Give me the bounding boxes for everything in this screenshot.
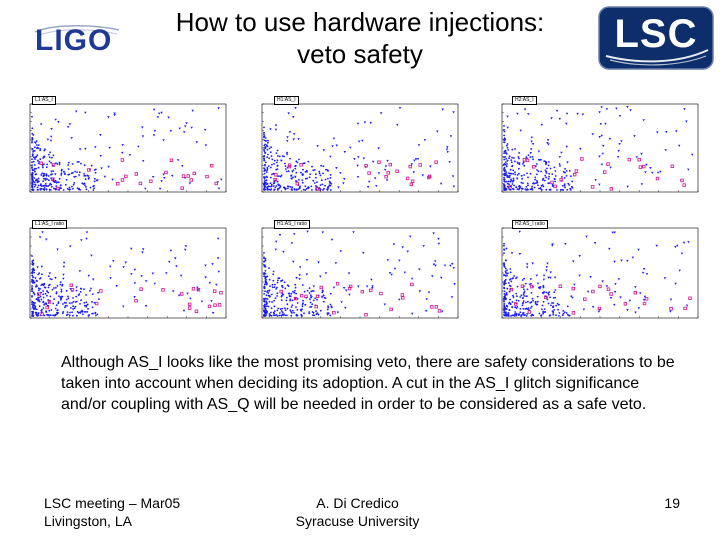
scatter-plot-graphic <box>501 103 699 193</box>
plot-label: H1:AS_I <box>274 96 299 105</box>
footer-meeting-name: LSC meeting – Mar05 <box>44 495 181 511</box>
scatter-plot-graphic <box>29 227 227 319</box>
footer-meeting-location: Livingston, LA <box>44 513 132 529</box>
footer-meeting-info: LSC meeting – Mar05 Livingston, LA <box>44 494 180 530</box>
lsc-logo-text: LSC <box>614 12 698 56</box>
plot-label: H2:AS_I <box>512 96 537 105</box>
scatter-plot-l1-as-i-ratio: L1:AS_I ratio <box>14 220 232 330</box>
scatter-plot-h1-as-i: H1:AS_I <box>246 96 464 206</box>
plot-label: H2:AS_I ratio <box>512 220 548 229</box>
scatter-plot-l1-as-i: L1:AS_I <box>14 96 232 206</box>
footer-author-affiliation: Syracuse University <box>295 513 420 529</box>
body-paragraph: Although AS_I looks like the most promis… <box>61 354 675 413</box>
scatter-plot-graphic <box>501 227 699 319</box>
ligo-swirl-icon <box>34 25 120 37</box>
title-line-1: How to use hardware injections: <box>175 7 545 37</box>
scatter-plot-h1-as-i-ratio: H1:AS_I ratio <box>246 220 464 330</box>
ligo-logo-text: LIGO <box>35 24 113 57</box>
ligo-logo <box>33 22 123 62</box>
page-title: How to use hardware injections: veto saf… <box>140 6 580 70</box>
scatter-plot-graphic <box>29 103 227 193</box>
lsc-logo: LSC <box>598 6 714 70</box>
scatter-plot-graphic <box>261 227 459 319</box>
scatter-plot-h2-as-i: H2:AS_I <box>486 96 704 206</box>
title-line-2: veto safety <box>297 39 423 69</box>
footer-author-info: A. Di Credico Syracuse University <box>260 494 455 530</box>
scatter-plot-graphic <box>261 103 459 193</box>
lsc-logo-badge-icon <box>598 6 714 70</box>
plot-label: H1:AS_I ratio <box>274 220 310 229</box>
plot-label: L1:AS_I <box>32 96 56 105</box>
footer-author-name: A. Di Credico <box>316 495 399 511</box>
scatter-plot-h2-as-i-ratio: H2:AS_I ratio <box>486 220 704 330</box>
page-number: 19 <box>664 495 680 511</box>
plot-label: L1:AS_I ratio <box>32 220 67 229</box>
